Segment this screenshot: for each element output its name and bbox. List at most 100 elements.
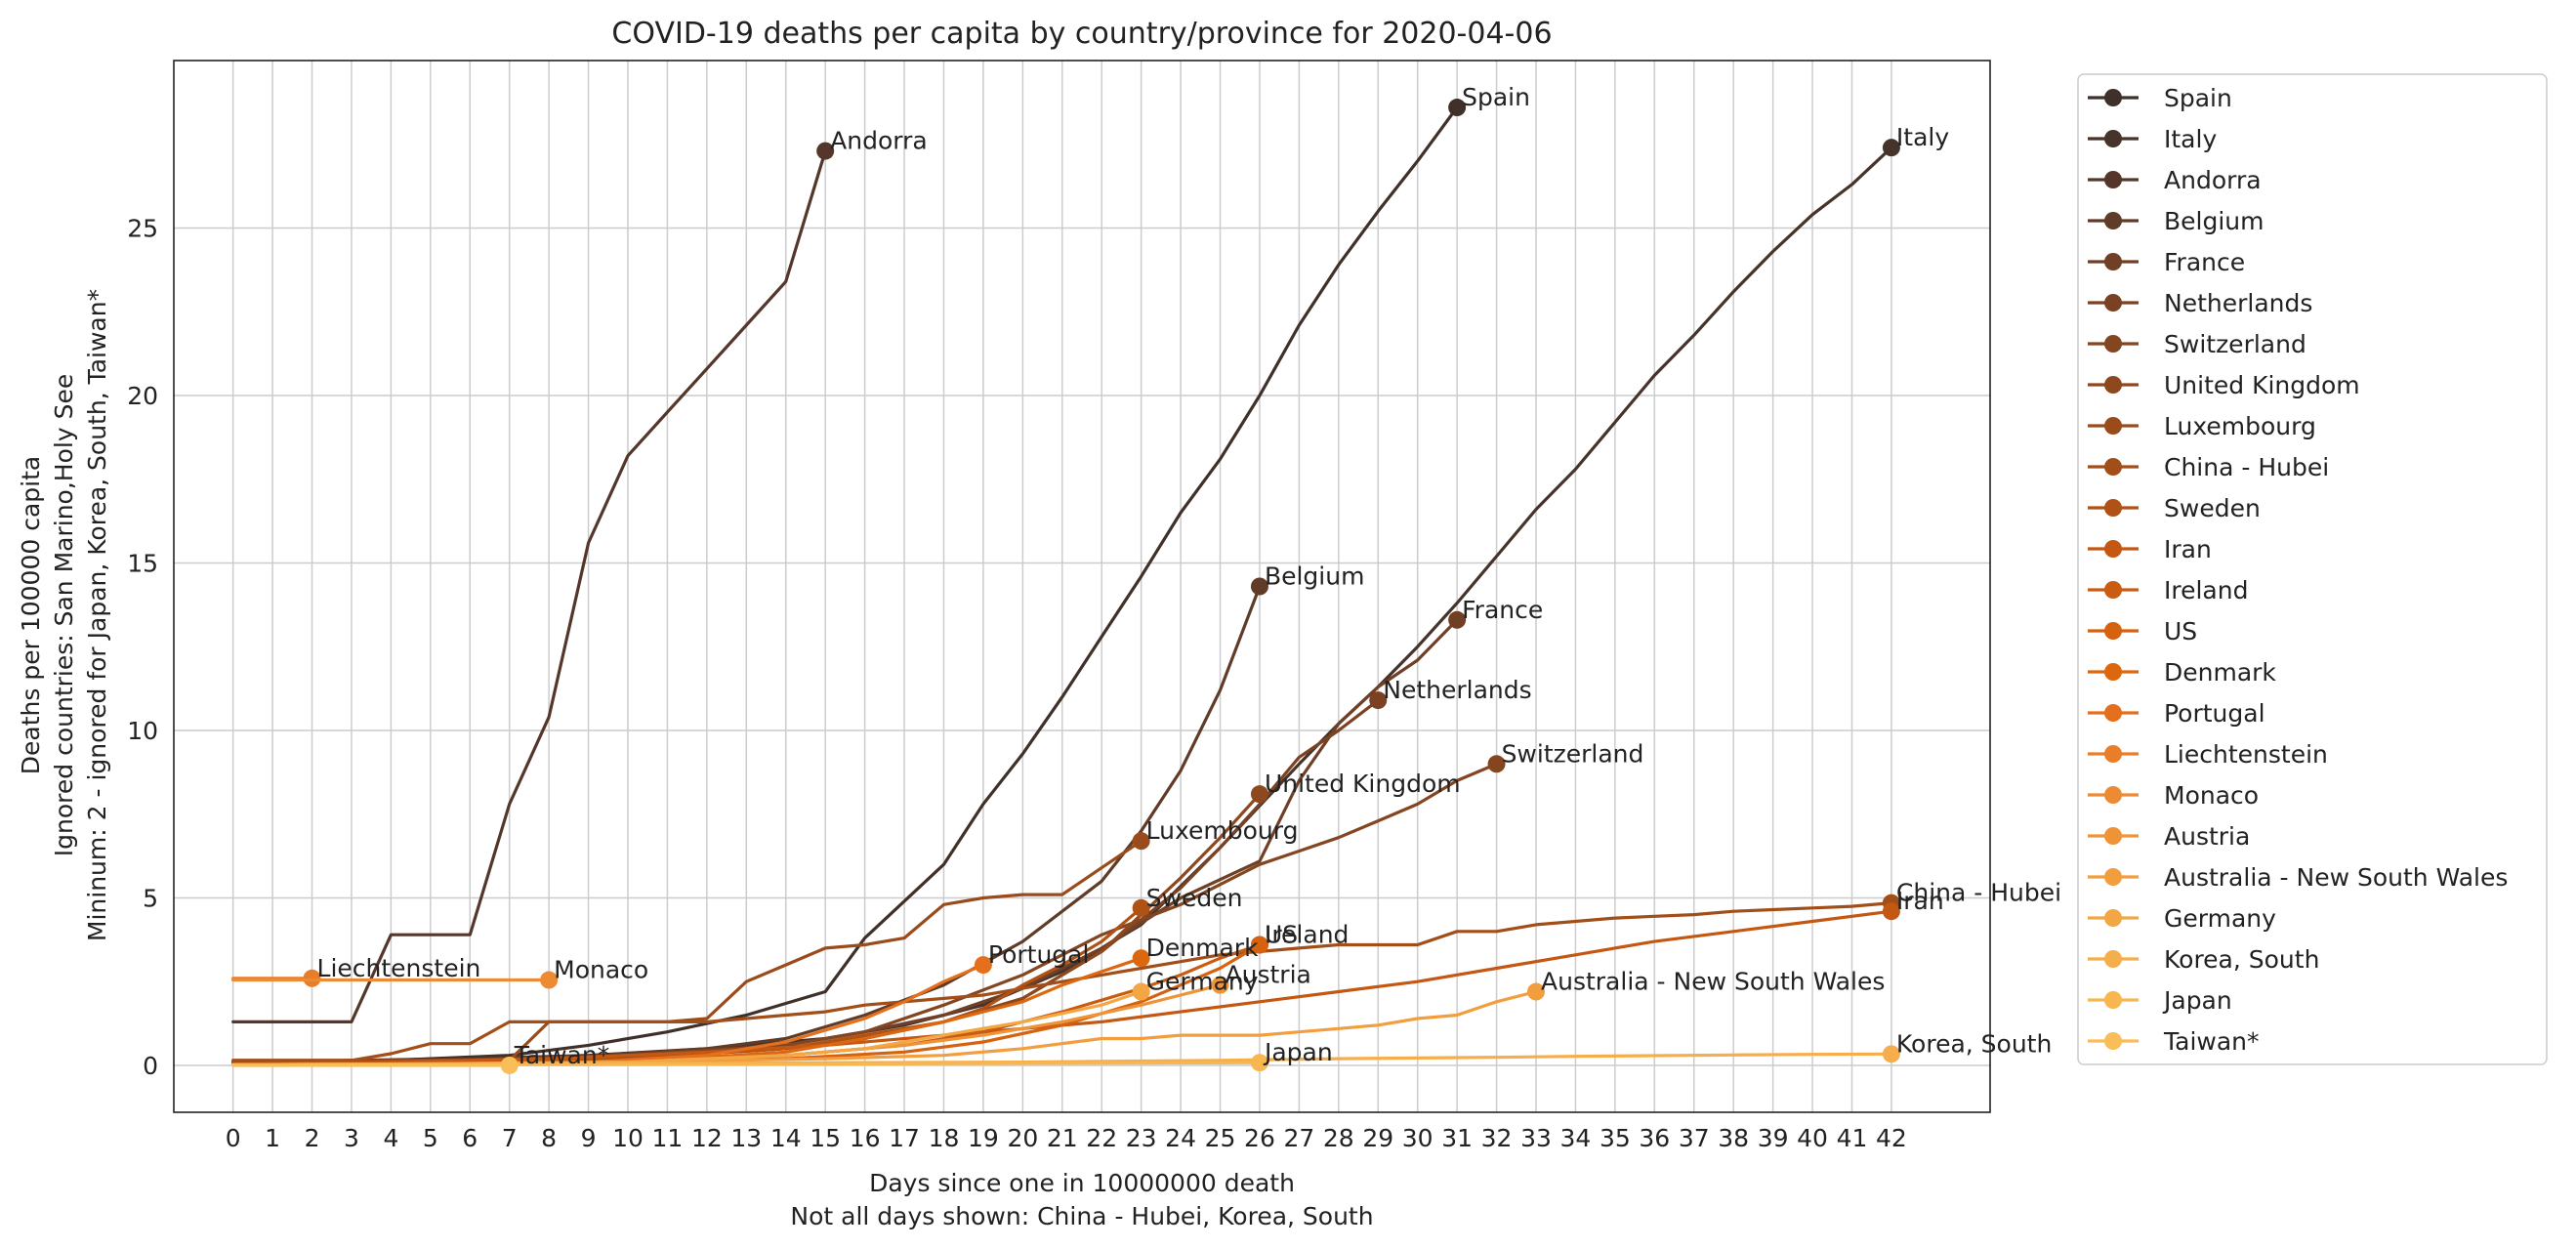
series-end-label: Denmark [1146,934,1259,962]
x-tick-label: 38 [1718,1124,1749,1152]
x-tick-label: 35 [1600,1124,1631,1152]
series-end-marker [1882,902,1900,921]
x-tick-label: 13 [730,1124,762,1152]
x-tick-label: 26 [1244,1124,1275,1152]
y-axis-label: Deaths per 100000 capita Ignored countri… [17,289,111,941]
y-tick-label: 0 [143,1052,158,1080]
legend-swatch-marker [2104,458,2122,476]
x-tick-label: 42 [1876,1124,1907,1152]
series-line [231,900,1893,1062]
y-axis-label-line-3: Mininum: 2 - ignored for Japan, Korea, S… [83,289,111,941]
series-end-marker [816,142,835,160]
series-end-label: Italy [1896,123,1949,151]
series-end-marker [540,971,559,989]
series-end-marker [1250,577,1268,596]
legend-swatch-marker [2104,171,2122,188]
x-tick-label: 36 [1639,1124,1670,1152]
legend-label: Andorra [2164,166,2262,194]
series-end-label: Switzerland [1502,739,1644,768]
series-lines [231,99,1900,1074]
legend-swatch-marker [2104,130,2122,147]
y-axis-label-line-1: Deaths per 100000 capita [17,456,45,774]
series-end-marker [303,969,321,987]
series-line [231,149,827,1024]
end-labels: Spain Italy Andorra Belgium France Netherland… [317,83,2062,1069]
x-tick-label: 33 [1520,1124,1552,1152]
x-tick-label: 24 [1165,1124,1196,1152]
series-end-marker [1527,982,1545,1001]
legend-label: Taiwan* [2163,1027,2260,1056]
x-tick-label: 9 [581,1124,597,1152]
legend-swatch-marker [2104,868,2122,886]
legend-swatch-marker [2104,417,2122,435]
legend-swatch-marker [2104,950,2122,968]
legend-items: Spain Italy Andorra Belgium France Netherland… [2088,84,2508,1056]
legend-swatch-marker [2104,581,2122,599]
x-tick-label: 28 [1323,1124,1354,1152]
legend-label: Austria [2164,822,2250,851]
x-tick-label: 12 [691,1124,723,1152]
series-end-marker [1250,936,1268,954]
series-line [231,762,1499,1065]
x-tick-label: 8 [541,1124,557,1152]
x-tick-label: 32 [1481,1124,1513,1152]
x-tick-label: 1 [265,1124,280,1152]
series-end-marker [1250,1054,1268,1072]
series-end-label: Sweden [1146,884,1243,912]
legend-swatch-marker [2104,212,2122,229]
y-tick-label: 15 [127,549,158,577]
series-end-label: Spain [1462,83,1530,111]
x-tick-label: 34 [1560,1124,1592,1152]
legend-label: Liechtenstein [2164,740,2328,769]
legend-swatch-marker [2104,909,2122,927]
series-end-marker [1132,832,1150,851]
legend-swatch-marker [2104,622,2122,640]
series-end-label: Andorra [830,127,928,155]
plot-frame [173,60,1991,1113]
legend-label: US [2164,617,2197,645]
x-tick-label: 5 [423,1124,438,1152]
legend-label: Belgium [2164,207,2264,235]
series-end-label: Australia - New South Wales [1541,968,1885,996]
legend: Spain Italy Andorra Belgium France Netherland… [2077,73,2548,1065]
x-tick-label: 10 [612,1124,644,1152]
series-end-label: Liechtenstein [317,954,481,982]
series-line [231,989,1538,1066]
x-tick-label: 6 [462,1124,478,1152]
series-end-label: Iran [1896,887,1944,915]
series-line [231,105,1459,1065]
x-axis-note: Not all days shown: China - Hubei, Korea… [790,1202,1373,1230]
series-line [231,909,1893,1065]
legend-label: Switzerland [2164,330,2306,358]
x-tick-label: 19 [968,1124,999,1152]
series-end-label: Korea, South [1896,1029,2052,1058]
legend-swatch-marker [2104,294,2122,312]
x-tick-label: 17 [889,1124,920,1152]
series-end-label: Luxembourg [1146,816,1299,845]
series-end-marker [1882,1045,1900,1063]
legend-label: France [2164,248,2245,276]
legend-swatch-marker [2104,745,2122,763]
series-end-marker [1250,785,1268,804]
series-end-marker [500,1056,519,1074]
x-tick-label: 2 [305,1124,320,1152]
x-tick-label: 27 [1283,1124,1314,1152]
series-end-label: France [1462,596,1543,624]
x-tick-label: 37 [1679,1124,1710,1152]
series-end-marker [1369,691,1388,710]
legend-label: Monaco [2164,781,2259,810]
series-end-marker [1487,755,1506,773]
series-end-label: Portugal [988,940,1090,969]
chart-title: COVID-19 deaths per capita by country/pr… [611,17,1552,51]
series-end-label: China - Hubei [1896,879,2061,907]
grid [174,61,1990,1112]
legend-swatch-marker [2104,991,2122,1009]
y-axis-label-line-2: Ignored countries: San Marino,Holy See [50,374,78,856]
legend-swatch-marker [2104,1032,2122,1050]
legend-label: Ireland [2164,576,2248,604]
x-tick-label: 11 [652,1124,684,1152]
x-tick-label: 40 [1797,1124,1828,1152]
x-tick-label: 3 [344,1124,359,1152]
x-tick-label: 29 [1362,1124,1393,1152]
